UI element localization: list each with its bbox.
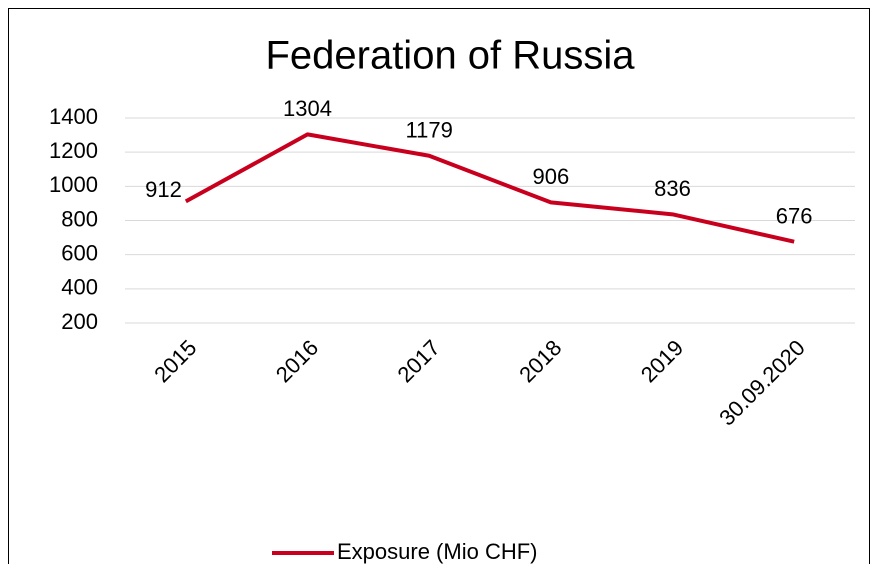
data-label: 912 [145,177,182,202]
chart-title: Federation of Russia [265,34,635,78]
data-label: 676 [776,203,813,228]
y-tick-label: 1200 [49,138,98,163]
series-line [184,132,795,244]
y-tick-label: 1000 [49,172,98,197]
data-label: 1304 [283,96,332,121]
y-tick-label: 600 [61,240,98,265]
y-tick-label: 1400 [49,104,98,129]
y-tick-label: 400 [61,275,98,300]
data-label: 836 [654,176,691,201]
y-tick-label: 200 [61,309,98,334]
data-label: 1179 [406,118,453,143]
legend-label: Exposure (Mio CHF) [337,539,537,564]
y-tick-label: 800 [61,206,98,231]
chart-frame [8,8,870,564]
data-label: 906 [532,164,569,189]
